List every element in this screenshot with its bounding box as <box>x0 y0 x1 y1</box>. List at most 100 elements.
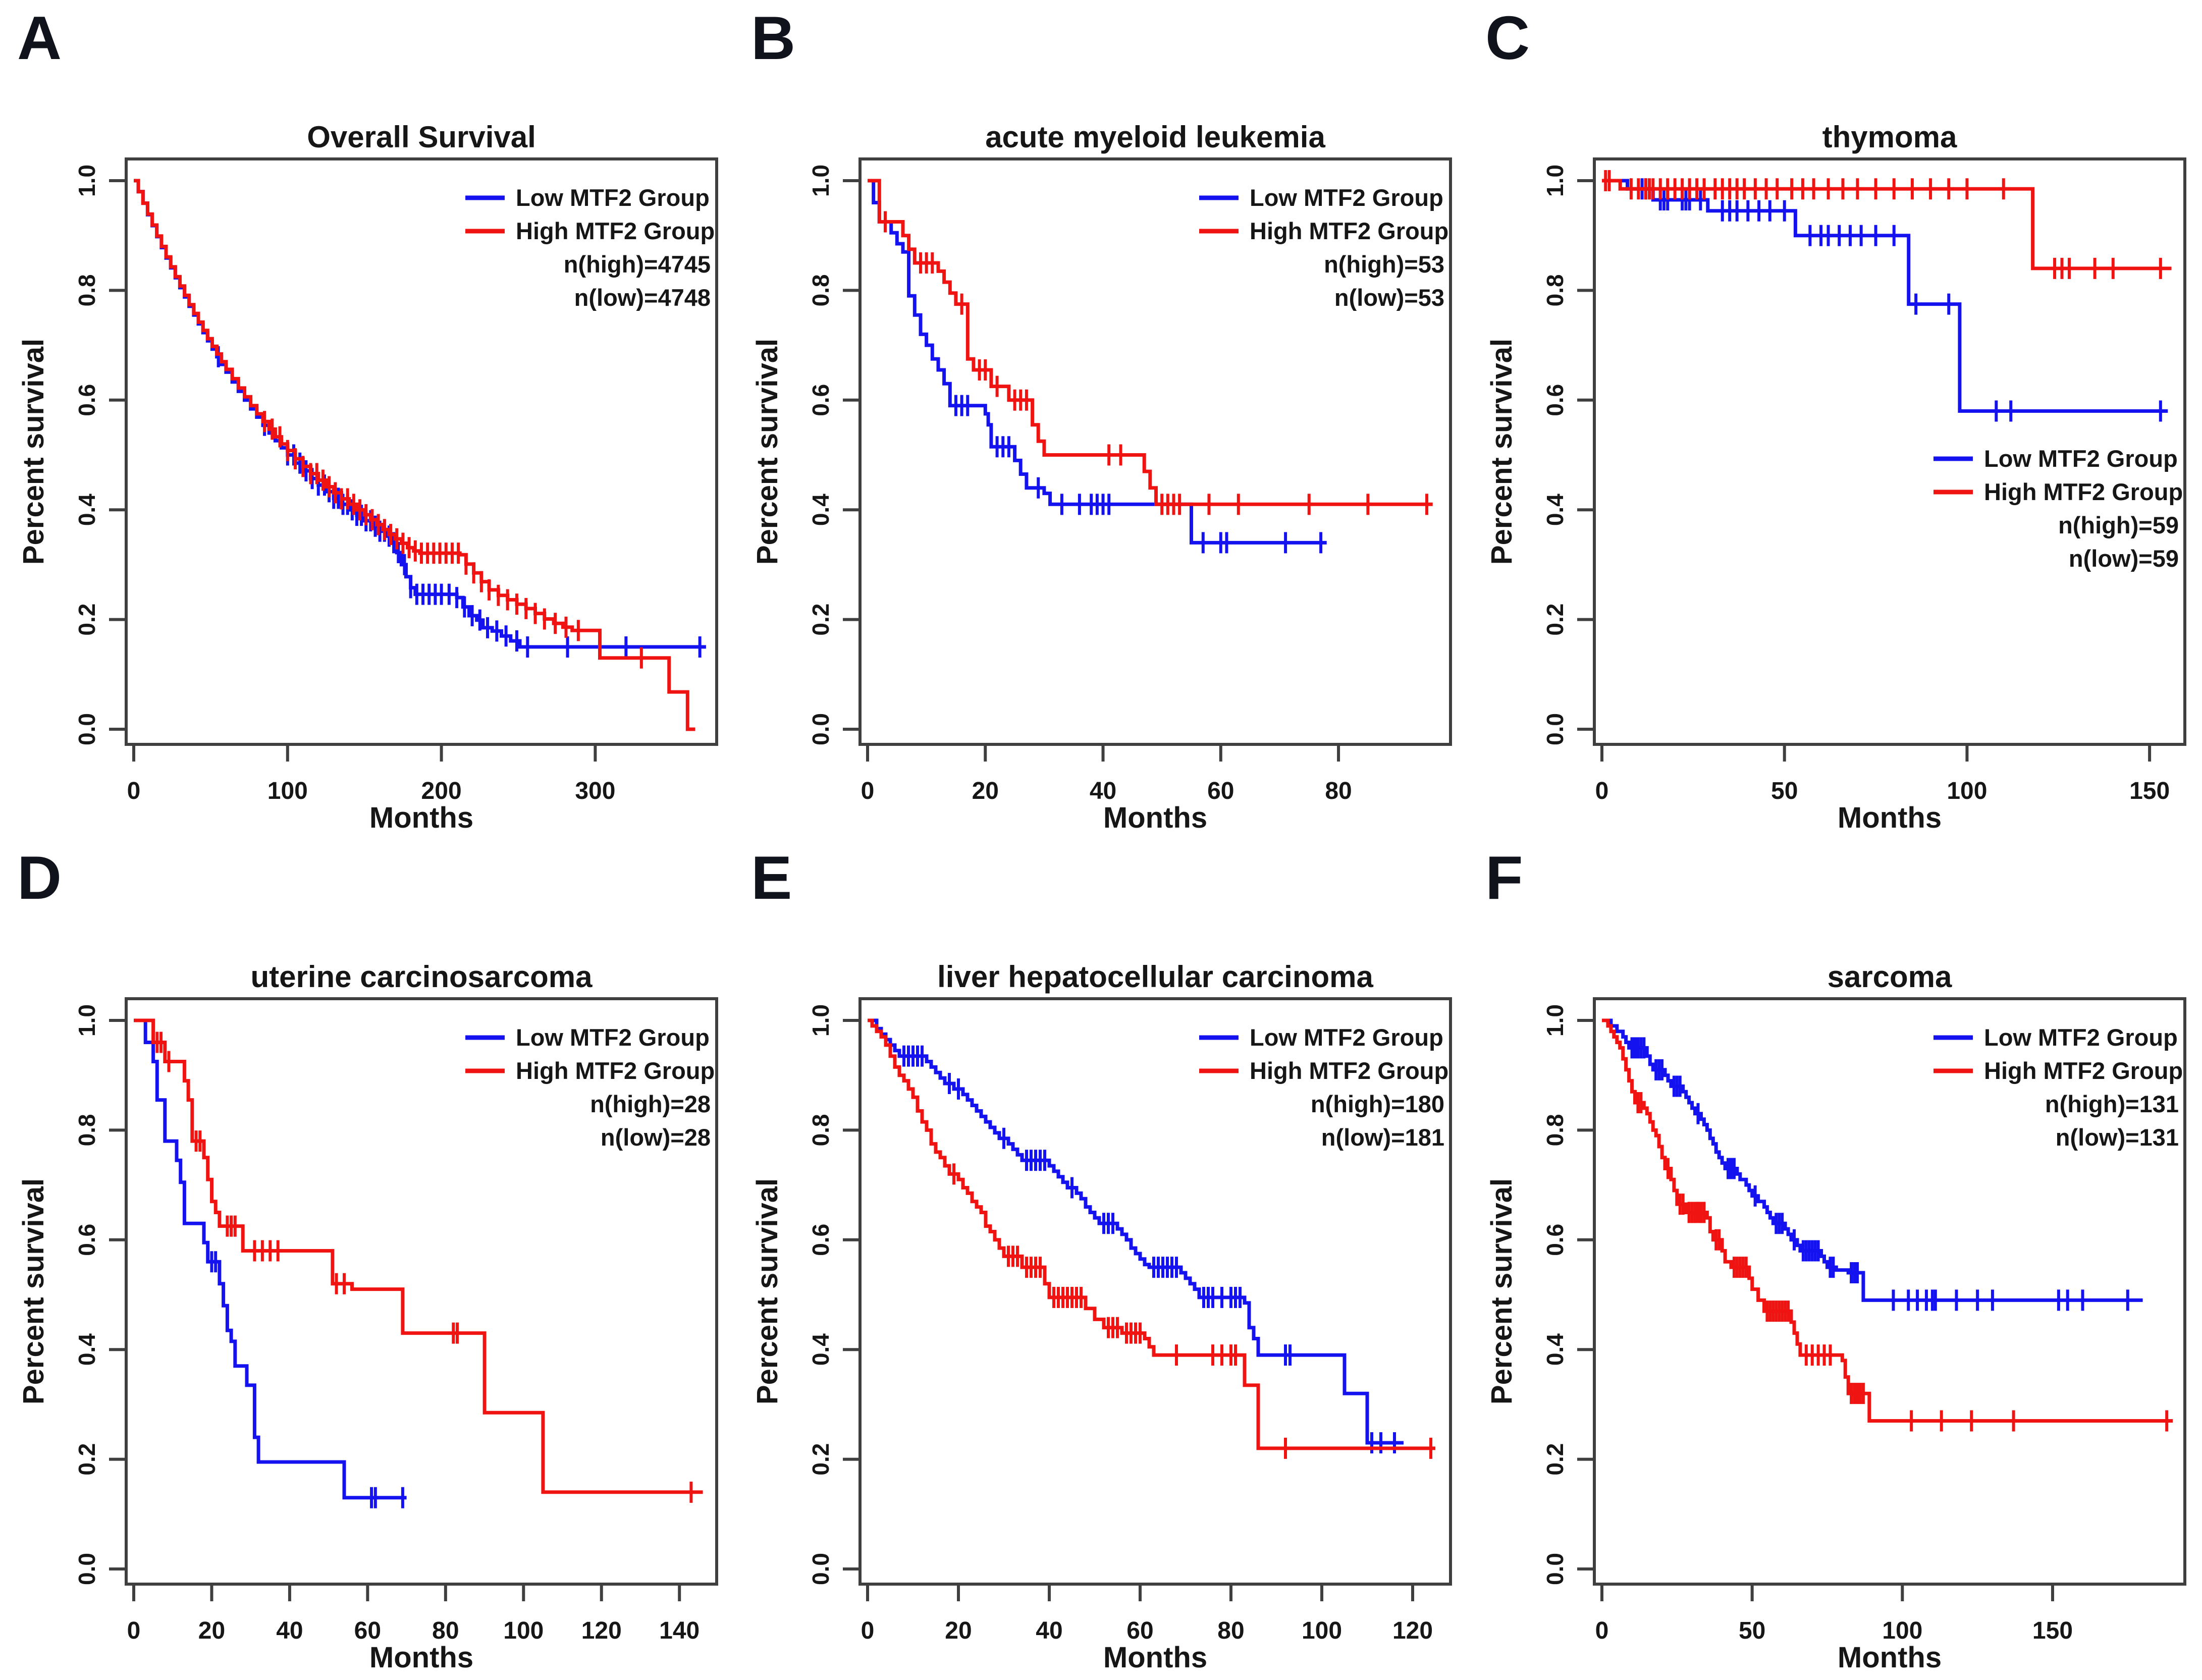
legend-note: n(low)=59 <box>2069 545 2179 572</box>
censor-marks-low-mtf2-group <box>1630 1037 2129 1311</box>
y-tick-label: 0.0 <box>808 713 834 745</box>
y-tick-label: 0.6 <box>1542 1224 1568 1256</box>
km-svg-panel-a: 0.0 0.2 0.4 0.6 0.8 1.0 0 100 200 300 Overall Surv… <box>17 120 718 834</box>
y-tick-label: 0.0 <box>1542 1553 1568 1585</box>
legend: Low MTF2 Group High MTF2 Group n(high)=53 n… <box>1199 184 1448 311</box>
x-axis-title: Months <box>1838 801 1942 834</box>
y-axis-title: Percent survival <box>17 339 50 565</box>
y-axis-title: Percent survival <box>751 339 784 565</box>
x-tick-label: 0 <box>861 1617 875 1644</box>
y-tick-label: 1.0 <box>1542 165 1568 197</box>
x-tick-label: 140 <box>659 1617 700 1644</box>
x-tick-label: 0 <box>1595 1617 1609 1644</box>
y-tick-label: 1.0 <box>74 1004 100 1037</box>
panel-title: uterine carcinosarcoma <box>251 960 593 994</box>
y-tick-label: 1.0 <box>808 165 834 197</box>
km-curve-high-mtf2-group <box>1602 1018 2173 1423</box>
km-chart-thymoma: 0.0 0.2 0.4 0.6 0.8 1.0 0 50 100 150 thymoma Months… <box>1468 0 2202 840</box>
legend-label-low-mtf2-group: Low MTF2 Group <box>1984 445 2178 472</box>
km-svg-panel-c: 0.0 0.2 0.4 0.6 0.8 1.0 0 50 100 150 thymoma Months… <box>1485 120 2186 834</box>
censor-marks-high-mtf2-group <box>1636 1092 2169 1432</box>
y-tick-label: 0.0 <box>74 1553 100 1585</box>
legend-note: n(low)=28 <box>601 1124 711 1151</box>
x-tick-label: 60 <box>1207 778 1234 804</box>
legend-note: n(high)=28 <box>590 1091 711 1117</box>
km-curve-low-mtf2-group <box>1602 179 2168 413</box>
x-tick-label: 100 <box>1882 1617 1922 1644</box>
km-chart-overall-survival: 0.0 0.2 0.4 0.6 0.8 1.0 0 100 200 300 Overall Surv… <box>0 0 734 840</box>
x-tick-label: 120 <box>581 1617 622 1644</box>
panel-title: thymoma <box>1822 120 1957 154</box>
y-tick-label: 0.8 <box>1542 1114 1568 1146</box>
km-curve-high-mtf2-group <box>134 1018 703 1494</box>
legend-label-low-mtf2-group: Low MTF2 Group <box>1250 184 1443 211</box>
y-tick-label: 0.2 <box>1542 604 1568 636</box>
plot-frame <box>858 157 1452 746</box>
legend: Low MTF2 Group High MTF2 Group n(high)=474… <box>465 184 715 311</box>
km-svg-panel-f: 0.0 0.2 0.4 0.6 0.8 1.0 0 50 100 150 sarcoma Months… <box>1485 960 2186 1674</box>
censor-marks-low-mtf2-group <box>210 1251 404 1508</box>
km-chart-sarcoma: 0.0 0.2 0.4 0.6 0.8 1.0 0 50 100 150 sarcoma Months… <box>1468 840 2202 1680</box>
plot-frame <box>1593 997 2186 1586</box>
km-curve-low-mtf2-group <box>134 1018 407 1500</box>
x-tick-label: 20 <box>972 778 999 804</box>
panel-letter-e: E <box>751 843 792 912</box>
legend-label-low-mtf2-group: Low MTF2 Group <box>1984 1024 2178 1051</box>
x-axis-title: Months <box>1103 1641 1207 1674</box>
x-tick-label: 80 <box>432 1617 459 1644</box>
panel-letter-c: C <box>1485 4 1530 72</box>
legend: Low MTF2 Group High MTF2 Group n(high)=131… <box>1934 1024 2183 1151</box>
censor-marks-high-mtf2-group <box>155 1032 693 1503</box>
y-tick-label: 0.6 <box>74 384 100 416</box>
y-tick-label: 0.2 <box>808 604 834 636</box>
panel-a: 0.0 0.2 0.4 0.6 0.8 1.0 0 100 200 300 Overall Surv… <box>0 0 734 840</box>
x-tick-label: 300 <box>575 778 615 804</box>
legend: Low MTF2 Group High MTF2 Group n(high)=59 n… <box>1934 445 2183 572</box>
x-tick-label: 60 <box>1126 1617 1153 1644</box>
panel-title: Overall Survival <box>307 120 536 154</box>
x-tick-label: 20 <box>198 1617 225 1644</box>
y-tick-label: 0.2 <box>808 1443 834 1476</box>
y-tick-label: 0.0 <box>74 713 100 745</box>
y-tick-label: 0.8 <box>74 1114 100 1146</box>
x-tick-label: 20 <box>945 1617 972 1644</box>
y-tick-label: 0.8 <box>74 274 100 306</box>
panel-letter-a: A <box>17 4 62 72</box>
legend-note: n(high)=180 <box>1311 1091 1444 1117</box>
x-tick-label: 150 <box>2129 778 2170 804</box>
x-tick-label: 100 <box>503 1617 544 1644</box>
y-tick-label: 0.4 <box>74 494 100 526</box>
x-tick-label: 100 <box>1302 1617 1342 1644</box>
y-tick-label: 0.2 <box>1542 1443 1568 1476</box>
km-curve-high-mtf2-group <box>868 1018 1435 1450</box>
legend-label-high-mtf2-group: High MTF2 Group <box>1250 1057 1448 1084</box>
x-tick-label: 0 <box>127 778 141 804</box>
panel-letter-b: B <box>751 4 796 72</box>
x-axis-title: Months <box>1838 1641 1942 1674</box>
panel-d: 0.0 0.2 0.4 0.6 0.8 1.0 0 20 40 60 80 100 120 140 uter… <box>0 840 734 1680</box>
legend-label-high-mtf2-group: High MTF2 Group <box>516 1057 715 1084</box>
x-tick-label: 150 <box>2032 1617 2073 1644</box>
km-chart-acute-myeloid-leukemia: 0.0 0.2 0.4 0.6 0.8 1.0 0 20 40 60 80 acute myeloid… <box>734 0 1468 840</box>
x-tick-label: 0 <box>861 778 875 804</box>
legend-label-low-mtf2-group: Low MTF2 Group <box>516 1024 710 1051</box>
censor-marks-high-mtf2-group <box>883 211 1429 515</box>
x-tick-label: 80 <box>1325 778 1352 804</box>
legend-note: n(low)=4748 <box>574 284 711 311</box>
km-chart-uterine-carcinosarcoma: 0.0 0.2 0.4 0.6 0.8 1.0 0 20 40 60 80 100 120 140 uter… <box>0 840 734 1680</box>
x-tick-label: 40 <box>276 1617 303 1644</box>
x-tick-label: 200 <box>421 778 462 804</box>
legend-note: n(high)=4745 <box>564 251 711 278</box>
legend-label-low-mtf2-group: Low MTF2 Group <box>516 184 710 211</box>
x-tick-label: 100 <box>267 778 308 804</box>
plot-frame <box>858 997 1452 1586</box>
y-tick-label: 0.6 <box>74 1224 100 1256</box>
x-tick-label: 120 <box>1392 1617 1433 1644</box>
km-curve-high-mtf2-group <box>134 179 695 731</box>
x-tick-label: 60 <box>354 1617 381 1644</box>
panel-e: 0.0 0.2 0.4 0.6 0.8 1.0 0 20 40 60 80 100 120 liver h… <box>734 840 1468 1680</box>
x-tick-label: 50 <box>1771 778 1798 804</box>
y-tick-label: 0.8 <box>1542 274 1568 306</box>
legend-note: n(high)=59 <box>2058 512 2179 538</box>
